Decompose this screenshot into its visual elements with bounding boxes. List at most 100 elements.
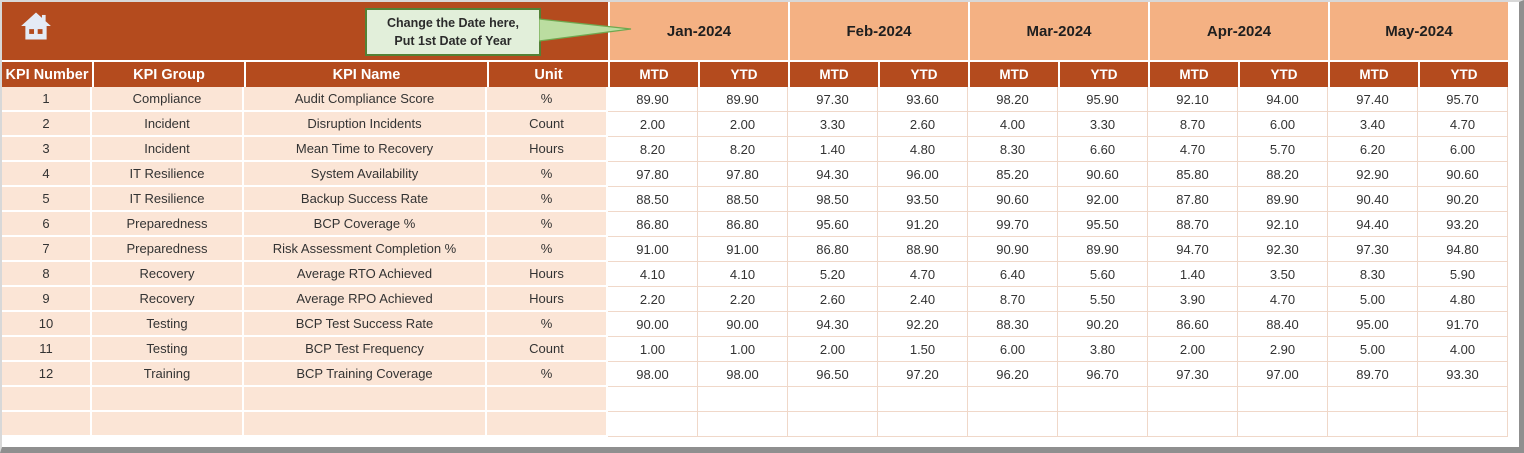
kpi-group-cell[interactable]: Preparedness [92,212,244,237]
kpi-group-cell[interactable]: Training [92,362,244,387]
empty-value-cell[interactable] [1148,387,1238,412]
value-cell[interactable]: 91.20 [878,212,968,237]
value-cell[interactable]: 90.20 [1058,312,1148,337]
value-cell[interactable]: 3.30 [788,112,878,137]
value-cell[interactable]: 4.80 [1418,287,1508,312]
value-cell[interactable]: 86.80 [608,212,698,237]
value-cell[interactable]: 2.00 [608,112,698,137]
kpi-unit-cell[interactable]: Hours [487,287,608,312]
value-cell[interactable]: 6.00 [1418,137,1508,162]
kpi-unit-cell[interactable]: Hours [487,262,608,287]
empty-value-cell[interactable] [1418,412,1508,437]
kpi-group-cell[interactable]: Testing [92,337,244,362]
kpi-name-cell[interactable]: BCP Coverage % [244,212,487,237]
value-cell[interactable]: 97.30 [788,87,878,112]
value-cell[interactable]: 5.00 [1328,287,1418,312]
value-cell[interactable]: 8.70 [1148,112,1238,137]
kpi-group-cell[interactable]: IT Resilience [92,162,244,187]
value-cell[interactable]: 4.70 [1238,287,1328,312]
kpi-number-cell[interactable]: 7 [2,237,92,262]
value-cell[interactable]: 95.50 [1058,212,1148,237]
kpi-number-cell[interactable]: 12 [2,362,92,387]
value-cell[interactable]: 94.80 [1418,237,1508,262]
value-cell[interactable]: 5.60 [1058,262,1148,287]
value-cell[interactable]: 2.60 [878,112,968,137]
value-cell[interactable]: 4.70 [1418,112,1508,137]
kpi-name-cell[interactable]: Average RTO Achieved [244,262,487,287]
kpi-group-cell[interactable]: Incident [92,112,244,137]
value-cell[interactable]: 90.20 [1418,187,1508,212]
value-cell[interactable]: 88.90 [878,237,968,262]
kpi-name-cell[interactable]: System Availability [244,162,487,187]
value-cell[interactable]: 86.80 [788,237,878,262]
empty-value-cell[interactable] [1328,412,1418,437]
value-cell[interactable]: 98.50 [788,187,878,212]
value-cell[interactable]: 88.50 [608,187,698,212]
value-cell[interactable]: 97.20 [878,362,968,387]
value-cell[interactable]: 2.00 [698,112,788,137]
value-cell[interactable]: 89.90 [1238,187,1328,212]
empty-value-cell[interactable] [1058,387,1148,412]
value-cell[interactable]: 2.20 [608,287,698,312]
empty-value-cell[interactable] [1418,387,1508,412]
value-cell[interactable]: 5.70 [1238,137,1328,162]
value-cell[interactable]: 5.20 [788,262,878,287]
value-cell[interactable]: 88.30 [968,312,1058,337]
value-cell[interactable]: 93.50 [878,187,968,212]
value-cell[interactable]: 87.80 [1148,187,1238,212]
value-cell[interactable]: 2.60 [788,287,878,312]
value-cell[interactable]: 90.40 [1328,187,1418,212]
value-cell[interactable]: 98.00 [698,362,788,387]
value-cell[interactable]: 99.70 [968,212,1058,237]
value-cell[interactable]: 85.20 [968,162,1058,187]
value-cell[interactable]: 3.80 [1058,337,1148,362]
empty-value-cell[interactable] [608,387,698,412]
kpi-unit-cell[interactable]: % [487,312,608,337]
kpi-number-cell[interactable]: 6 [2,212,92,237]
empty-value-cell[interactable] [1238,412,1328,437]
empty-left-cell[interactable] [92,412,244,437]
kpi-name-cell[interactable]: Mean Time to Recovery [244,137,487,162]
kpi-group-cell[interactable]: Recovery [92,262,244,287]
kpi-group-cell[interactable]: IT Resilience [92,187,244,212]
value-cell[interactable]: 95.70 [1418,87,1508,112]
value-cell[interactable]: 4.70 [1148,137,1238,162]
value-cell[interactable]: 97.80 [698,162,788,187]
value-cell[interactable]: 92.30 [1238,237,1328,262]
value-cell[interactable]: 6.60 [1058,137,1148,162]
value-cell[interactable]: 6.40 [968,262,1058,287]
empty-value-cell[interactable] [788,412,878,437]
value-cell[interactable]: 96.70 [1058,362,1148,387]
value-cell[interactable]: 90.60 [968,187,1058,212]
value-cell[interactable]: 2.00 [788,337,878,362]
value-cell[interactable]: 95.60 [788,212,878,237]
kpi-unit-cell[interactable]: % [487,362,608,387]
kpi-name-cell[interactable]: BCP Training Coverage [244,362,487,387]
value-cell[interactable]: 90.60 [1058,162,1148,187]
value-cell[interactable]: 91.70 [1418,312,1508,337]
kpi-group-cell[interactable]: Preparedness [92,237,244,262]
value-cell[interactable]: 86.80 [698,212,788,237]
value-cell[interactable]: 88.70 [1148,212,1238,237]
empty-value-cell[interactable] [878,412,968,437]
month-header-feb-2024[interactable]: Feb-2024 [788,2,968,60]
value-cell[interactable]: 97.30 [1328,237,1418,262]
kpi-number-cell[interactable]: 9 [2,287,92,312]
value-cell[interactable]: 90.90 [968,237,1058,262]
kpi-name-cell[interactable]: Risk Assessment Completion % [244,237,487,262]
kpi-number-cell[interactable]: 2 [2,112,92,137]
value-cell[interactable]: 93.60 [878,87,968,112]
value-cell[interactable]: 2.40 [878,287,968,312]
value-cell[interactable]: 4.10 [698,262,788,287]
value-cell[interactable]: 88.20 [1238,162,1328,187]
value-cell[interactable]: 4.70 [878,262,968,287]
value-cell[interactable]: 97.80 [608,162,698,187]
value-cell[interactable]: 95.00 [1328,312,1418,337]
empty-left-cell[interactable] [92,387,244,412]
value-cell[interactable]: 3.50 [1238,262,1328,287]
empty-value-cell[interactable] [608,412,698,437]
value-cell[interactable]: 85.80 [1148,162,1238,187]
kpi-name-cell[interactable]: Average RPO Achieved [244,287,487,312]
empty-value-cell[interactable] [698,412,788,437]
kpi-number-cell[interactable]: 10 [2,312,92,337]
